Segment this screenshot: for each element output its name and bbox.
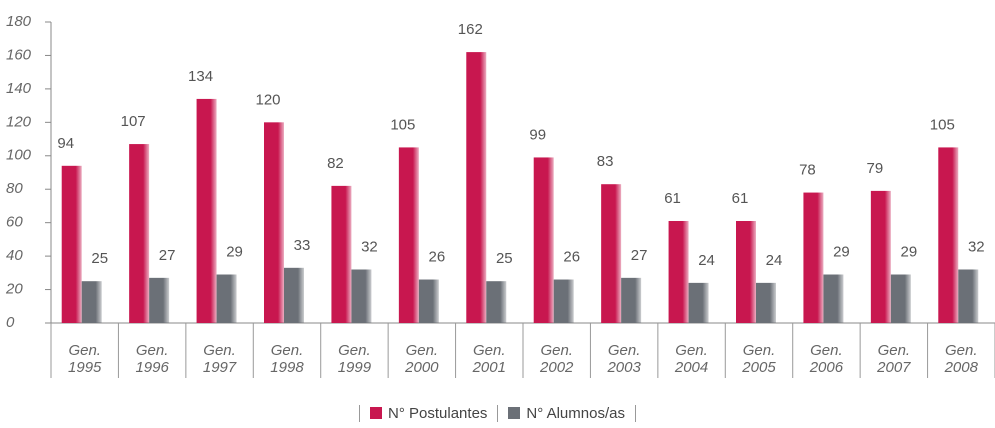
- value-label: 26: [563, 248, 580, 265]
- value-label: 99: [529, 126, 546, 143]
- bar: [331, 185, 352, 323]
- value-label: 105: [930, 116, 955, 133]
- value-label: 82: [327, 155, 344, 172]
- bar: [284, 267, 304, 323]
- y-tick-label: 180: [6, 13, 32, 30]
- value-label: 25: [496, 250, 513, 267]
- bar: [958, 269, 979, 323]
- y-tick-label: 140: [6, 80, 32, 97]
- bar: [149, 277, 170, 323]
- bar: [601, 184, 622, 323]
- bar: [351, 269, 372, 323]
- x-tick-label: Gen. 1997: [202, 342, 237, 376]
- value-label: 33: [294, 237, 311, 254]
- value-label: 79: [867, 160, 884, 177]
- value-label: 162: [458, 21, 483, 38]
- value-label: 78: [799, 162, 816, 179]
- value-label: 105: [390, 116, 415, 133]
- value-label: 120: [255, 91, 280, 108]
- y-tick-label: 100: [6, 147, 32, 164]
- value-label: 24: [698, 252, 715, 269]
- value-label: 24: [766, 252, 783, 269]
- bar: [61, 165, 82, 323]
- value-label: 134: [188, 68, 213, 85]
- value-label: 29: [833, 243, 850, 260]
- bar: [803, 192, 824, 323]
- x-tick-label: Gen. 2005: [742, 342, 776, 376]
- value-label: 32: [361, 238, 378, 255]
- bar: [736, 220, 756, 323]
- y-tick-label: 120: [6, 113, 32, 130]
- x-tick-label: Gen. 2003: [607, 342, 641, 376]
- value-label: 25: [91, 250, 108, 267]
- value-label: 27: [631, 247, 648, 264]
- value-label: 61: [732, 190, 749, 207]
- value-label: 29: [901, 243, 918, 260]
- bar: [81, 281, 102, 323]
- value-label: 94: [57, 135, 74, 152]
- x-tick-label: Gen. 1998: [270, 342, 304, 376]
- bar: [668, 220, 689, 323]
- legend-swatch: [508, 407, 521, 419]
- x-tick-label: Gen. 1999: [337, 342, 372, 376]
- bar: [533, 157, 554, 323]
- bar: [756, 282, 776, 323]
- x-tick-label: Gen. 2002: [540, 342, 574, 376]
- bar: [129, 144, 150, 323]
- legend-item: N° Postulantes: [359, 405, 497, 422]
- x-tick-label: Gen. 2007: [877, 342, 911, 376]
- value-label: 26: [429, 248, 446, 265]
- bar: [621, 277, 642, 323]
- x-tick-label: Gen. 2001: [472, 342, 506, 376]
- legend-swatch: [370, 407, 383, 419]
- legend-label: N° Alumnos/as: [526, 405, 625, 422]
- value-label: 61: [664, 190, 681, 207]
- y-tick-label: 60: [6, 214, 23, 231]
- bar: [486, 281, 507, 323]
- x-tick-label: Gen. 1996: [135, 342, 169, 376]
- legend: N° Postulantes N° Alumnos/as: [0, 405, 995, 422]
- bar: [216, 274, 237, 323]
- legend-label: N° Postulantes: [388, 405, 488, 422]
- value-label: 29: [226, 243, 243, 260]
- bar: [196, 98, 217, 323]
- bar: [553, 279, 574, 323]
- bar: [823, 274, 844, 323]
- bar: [466, 52, 487, 323]
- y-tick-label: 80: [6, 180, 23, 197]
- bar: [688, 282, 709, 323]
- bar: [938, 147, 959, 323]
- bar: [398, 147, 419, 323]
- y-tick-label: 20: [5, 281, 23, 298]
- bar: [418, 279, 439, 323]
- value-label: 107: [121, 113, 146, 130]
- value-label: 83: [597, 153, 614, 170]
- value-label: 27: [159, 247, 176, 264]
- y-tick-label: 0: [6, 314, 15, 331]
- x-tick-label: Gen. 2000: [405, 342, 439, 376]
- x-tick-label: Gen. 2008: [944, 342, 978, 376]
- y-tick-label: 160: [6, 46, 32, 63]
- x-tick-label: Gen. 2006: [809, 342, 844, 376]
- bar: [264, 122, 284, 323]
- y-tick-label: 40: [6, 247, 23, 264]
- bar: [870, 190, 891, 323]
- x-tick-label: Gen. 2004: [674, 342, 709, 376]
- bar: [890, 274, 911, 323]
- legend-item: N° Alumnos/as: [497, 405, 636, 422]
- x-tick-label: Gen. 1995: [68, 342, 102, 376]
- value-label: 32: [968, 238, 985, 255]
